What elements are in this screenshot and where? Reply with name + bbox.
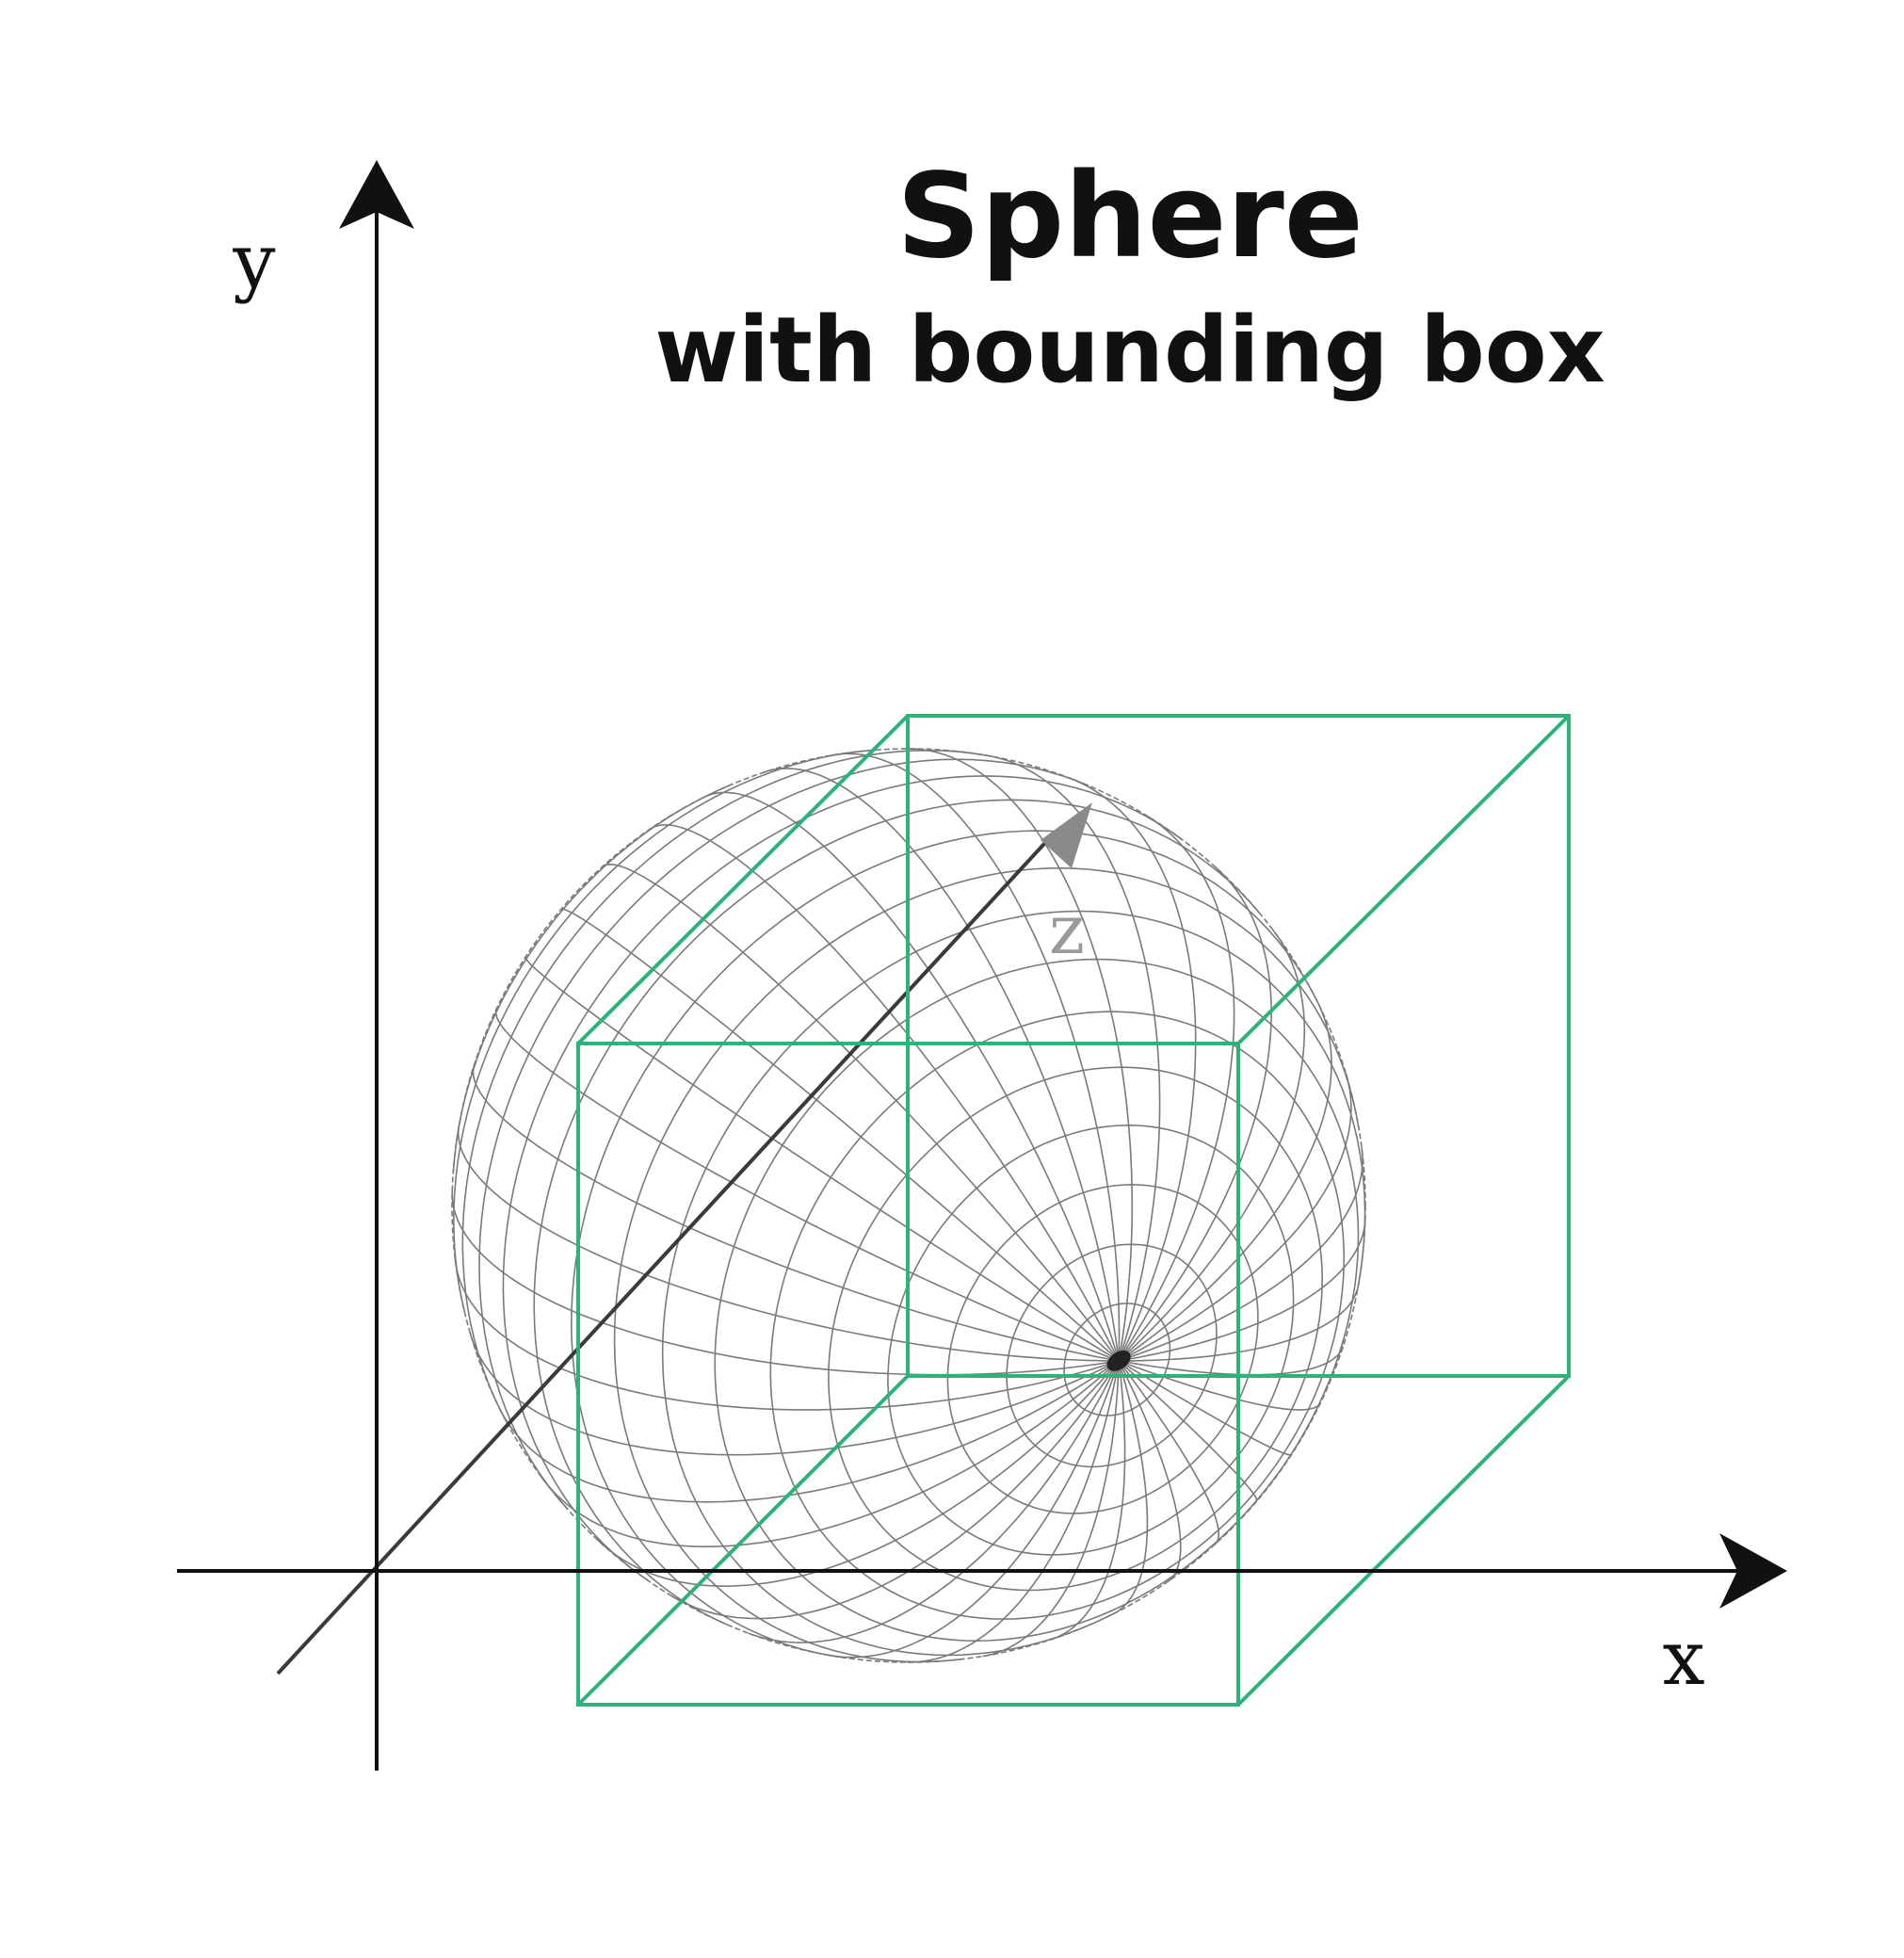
- z-axis-line: [276, 831, 1057, 1675]
- sphere-parallel: [661, 910, 1366, 1657]
- sphere-parallel: [478, 758, 1089, 1510]
- sphere-meridian: [1118, 1360, 1258, 1502]
- sphere-meridian: [524, 956, 1120, 1362]
- y-axis-arrowhead: [339, 160, 414, 229]
- sphere-pole: [1106, 1350, 1131, 1371]
- diagram-title: Sphere: [896, 149, 1363, 284]
- sphere-meridian: [649, 823, 1120, 1362]
- z-axis: z: [276, 802, 1092, 1675]
- sphere-meridian: [1118, 814, 1235, 1362]
- sphere-meridian: [824, 1360, 1120, 1659]
- sphere-meridian: [1118, 1360, 1293, 1456]
- sphere-meridian: [560, 908, 1120, 1362]
- sphere-meridian: [1118, 1360, 1219, 1545]
- diagram-subtitle: with bounding box: [654, 298, 1605, 403]
- sphere-parallel: [714, 958, 1360, 1642]
- sphere-meridian: [702, 791, 1120, 1362]
- x-axis: x: [177, 1533, 1787, 1702]
- sphere-parallel: [570, 830, 1318, 1659]
- sphere-meridian: [907, 1360, 1120, 1663]
- z-axis-arrowhead: [1041, 802, 1092, 868]
- sphere-meridian: [472, 1064, 1120, 1362]
- z-axis-label: z: [1049, 890, 1085, 969]
- sphere-meridian: [597, 1360, 1120, 1588]
- bounding-box-edge-top-left: [576, 714, 910, 1045]
- sphere-parallel: [452, 750, 870, 1313]
- sphere-meridian: [494, 1008, 1120, 1362]
- sphere-meridian: [540, 1360, 1120, 1548]
- sphere-parallel: [769, 1011, 1346, 1620]
- sphere-meridian: [1118, 1147, 1363, 1362]
- y-axis-label: y: [232, 218, 275, 305]
- sphere-meridian: [1118, 1360, 1322, 1411]
- sphere-meridian: [982, 1360, 1120, 1658]
- sphere-parallel: [828, 1066, 1324, 1592]
- sphere-meridian: [458, 1124, 1120, 1362]
- sphere-meridian: [748, 1360, 1120, 1643]
- sphere-meridian: [454, 1258, 1120, 1411]
- bounding-box: [576, 714, 1571, 1707]
- x-axis-label: x: [1662, 1614, 1704, 1702]
- bounding-box-edge-bottom-left: [576, 1374, 910, 1707]
- sphere-meridian: [601, 863, 1120, 1362]
- sphere-parallel: [1063, 1303, 1171, 1416]
- x-axis-arrowhead: [1719, 1533, 1787, 1609]
- sphere-parallel: [1006, 1243, 1218, 1468]
- sphere-parallel: [533, 799, 1261, 1626]
- bounding-box-edge-bottom-right: [1236, 1374, 1571, 1707]
- sphere-meridian: [1118, 1216, 1366, 1362]
- bounding-box-edge-top-right: [1236, 714, 1571, 1045]
- sphere-meridian: [499, 1360, 1120, 1503]
- sphere-meridian: [1118, 1360, 1182, 1582]
- sphere-meridian: [763, 768, 1120, 1361]
- sphere-meridian: [829, 752, 1121, 1361]
- sphere-outline: [451, 748, 1366, 1663]
- sphere-meridian: [1118, 1073, 1352, 1362]
- sphere-parallel: [887, 1125, 1295, 1556]
- sphere-parallel: [452, 783, 734, 1173]
- sphere-parallel: [613, 866, 1360, 1663]
- sphere-parallel: [946, 1184, 1259, 1514]
- sphere-meridian: [904, 748, 1134, 1362]
- sphere-meridian: [469, 1331, 1120, 1456]
- sphere-meridian: [670, 1360, 1120, 1620]
- y-axis: y: [232, 160, 414, 1771]
- sphere-meridian: [451, 1189, 1120, 1376]
- sphere-meridian: [1118, 866, 1272, 1362]
